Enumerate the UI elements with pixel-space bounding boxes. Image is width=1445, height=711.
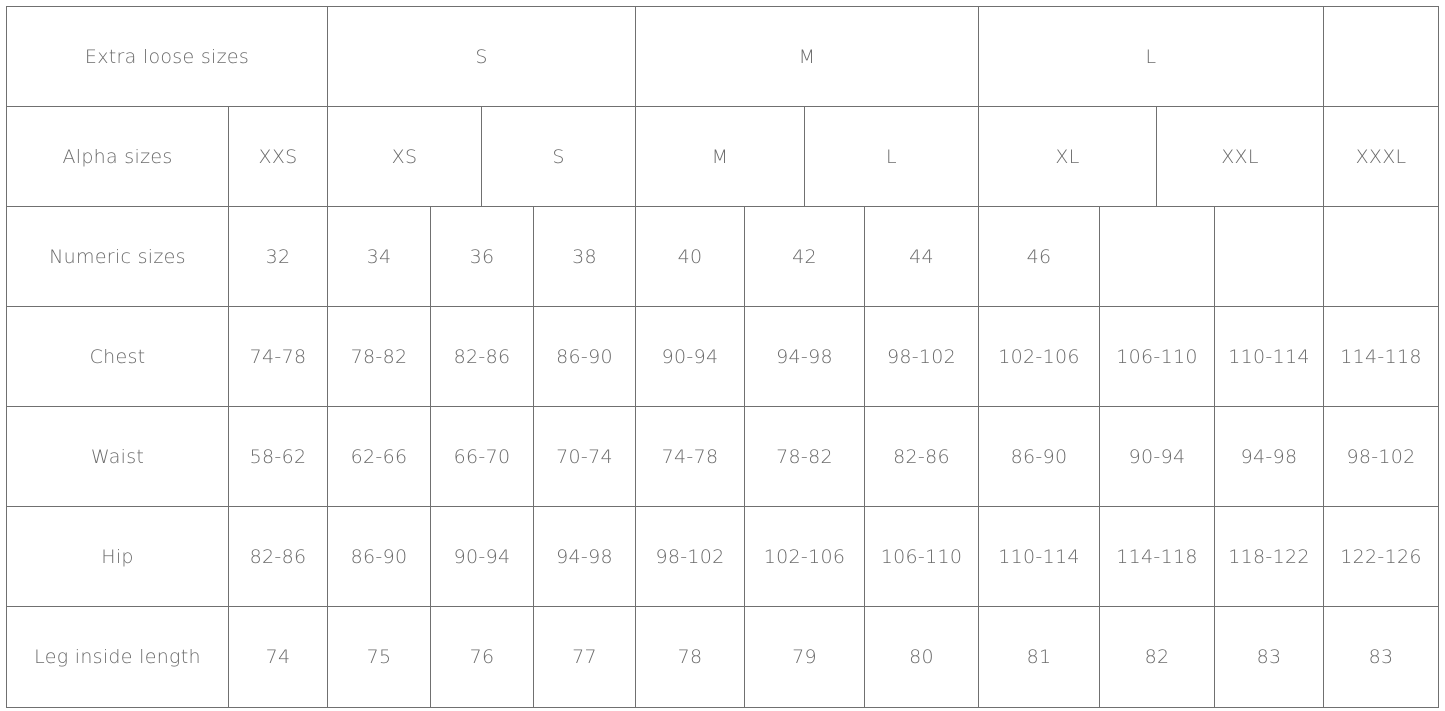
waist-cell: 58-62	[228, 406, 328, 507]
waist-cell: 86-90	[978, 406, 1100, 507]
waist-cell: 82-86	[864, 406, 979, 507]
hip-cell: 106-110	[864, 506, 979, 607]
numeric-sizes-cell: 36	[430, 206, 534, 307]
hip-cell: 114-118	[1099, 506, 1215, 607]
hip-cell: 118-122	[1214, 506, 1324, 607]
leg-inside-length-cell: 78	[635, 606, 745, 708]
leg-inside-length-cell: 82	[1099, 606, 1215, 708]
alpha-sizes-cell: XXXL	[1323, 106, 1439, 207]
chest-cell: 82-86	[430, 306, 534, 407]
numeric-sizes-cell: 34	[327, 206, 431, 307]
numeric-sizes-cell	[1214, 206, 1324, 307]
chest-cell: 94-98	[744, 306, 865, 407]
chest-cell: 74-78	[228, 306, 328, 407]
leg-inside-length-cell: 83	[1323, 606, 1439, 708]
hip-cell: 86-90	[327, 506, 431, 607]
hip-cell: 90-94	[430, 506, 534, 607]
extra-loose-sizes-cell: M	[635, 6, 979, 107]
waist-cell: 62-66	[327, 406, 431, 507]
leg-inside-length-cell: 75	[327, 606, 431, 708]
leg-inside-length-cell: 81	[978, 606, 1100, 708]
extra-loose-sizes-cell	[1323, 6, 1439, 107]
waist-cell: 66-70	[430, 406, 534, 507]
extra-loose-sizes-cell: L	[978, 6, 1324, 107]
leg-inside-length-cell: 76	[430, 606, 534, 708]
waist-cell: 98-102	[1323, 406, 1439, 507]
leg-inside-length-cell: 80	[864, 606, 979, 708]
numeric-sizes-header: Numeric sizes	[6, 206, 229, 307]
alpha-sizes-cell: XXS	[228, 106, 328, 207]
waist-cell: 90-94	[1099, 406, 1215, 507]
leg-inside-length-cell: 77	[533, 606, 636, 708]
leg-inside-length-header: Leg inside length	[6, 606, 229, 708]
extra-loose-sizes-cell: S	[327, 6, 636, 107]
alpha-sizes-header: Alpha sizes	[6, 106, 229, 207]
chest-cell: 78-82	[327, 306, 431, 407]
alpha-sizes-cell: M	[635, 106, 805, 207]
extra-loose-sizes-header: Extra loose sizes	[6, 6, 328, 107]
waist-cell: 70-74	[533, 406, 636, 507]
hip-cell: 98-102	[635, 506, 745, 607]
leg-inside-length-cell: 74	[228, 606, 328, 708]
hip-cell: 122-126	[1323, 506, 1439, 607]
leg-inside-length-cell: 83	[1214, 606, 1324, 708]
numeric-sizes-cell	[1323, 206, 1439, 307]
alpha-sizes-cell: L	[804, 106, 979, 207]
numeric-sizes-cell: 46	[978, 206, 1100, 307]
numeric-sizes-cell: 38	[533, 206, 636, 307]
chest-cell: 90-94	[635, 306, 745, 407]
numeric-sizes-cell: 44	[864, 206, 979, 307]
waist-cell: 94-98	[1214, 406, 1324, 507]
numeric-sizes-cell: 42	[744, 206, 865, 307]
hip-cell: 82-86	[228, 506, 328, 607]
chest-cell: 114-118	[1323, 306, 1439, 407]
alpha-sizes-cell: S	[481, 106, 636, 207]
waist-cell: 74-78	[635, 406, 745, 507]
numeric-sizes-cell	[1099, 206, 1215, 307]
alpha-sizes-cell: XL	[978, 106, 1157, 207]
hip-cell: 94-98	[533, 506, 636, 607]
chest-header: Chest	[6, 306, 229, 407]
chest-cell: 110-114	[1214, 306, 1324, 407]
waist-cell: 78-82	[744, 406, 865, 507]
hip-cell: 102-106	[744, 506, 865, 607]
chest-cell: 106-110	[1099, 306, 1215, 407]
numeric-sizes-cell: 32	[228, 206, 328, 307]
chest-cell: 98-102	[864, 306, 979, 407]
leg-inside-length-cell: 79	[744, 606, 865, 708]
hip-cell: 110-114	[978, 506, 1100, 607]
waist-header: Waist	[6, 406, 229, 507]
chest-cell: 86-90	[533, 306, 636, 407]
numeric-sizes-cell: 40	[635, 206, 745, 307]
alpha-sizes-cell: XXL	[1156, 106, 1324, 207]
alpha-sizes-cell: XS	[327, 106, 482, 207]
chest-cell: 102-106	[978, 306, 1100, 407]
hip-header: Hip	[6, 506, 229, 607]
